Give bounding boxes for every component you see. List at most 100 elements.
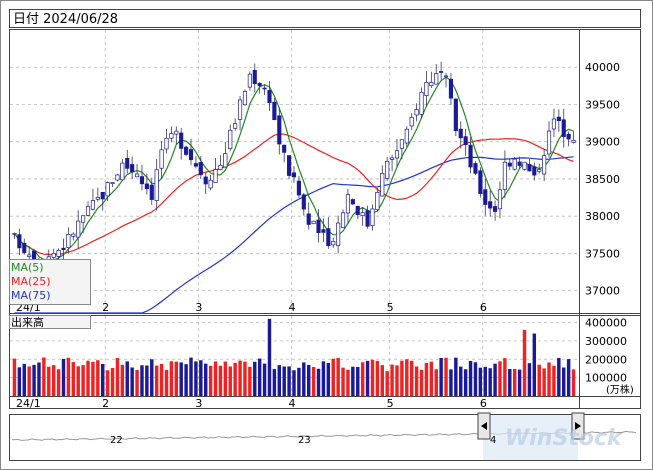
- candle: [527, 158, 532, 172]
- volume-bar: [483, 366, 487, 396]
- candle: [17, 228, 22, 256]
- x-axis-label-volume: 4: [289, 397, 296, 410]
- volume-bar: [346, 369, 350, 396]
- candle-body: [56, 250, 61, 257]
- candle-body: [159, 149, 164, 169]
- candle-body: [218, 164, 223, 170]
- candle-body: [370, 208, 375, 226]
- legend-ma5: MA(5): [11, 261, 44, 274]
- volume-bar: [238, 360, 242, 396]
- volume-bar: [110, 367, 115, 396]
- candle: [311, 220, 316, 225]
- candle-body: [551, 118, 556, 130]
- candle-body: [399, 139, 404, 149]
- x-axis-label-volume: 2: [102, 397, 109, 410]
- candle: [247, 71, 252, 91]
- candle: [468, 136, 473, 174]
- volume-bar: [22, 363, 26, 396]
- candle: [571, 131, 576, 144]
- volume-bar: [341, 367, 345, 396]
- candle: [85, 201, 91, 217]
- candle: [360, 207, 365, 226]
- volume-bar: [115, 358, 120, 396]
- candle-body: [537, 169, 542, 172]
- volume-bar: [297, 367, 301, 396]
- x-axis-label: 4: [289, 301, 296, 314]
- candle: [331, 237, 336, 248]
- legend: MA(5) MA(25) MA(75): [9, 259, 91, 305]
- volume-bar: [473, 362, 478, 396]
- candle: [385, 157, 390, 182]
- candle-body: [394, 150, 400, 159]
- volume-bar: [478, 367, 483, 396]
- candle-body: [375, 192, 380, 210]
- candle: [110, 182, 115, 187]
- candle-body: [262, 87, 267, 90]
- candle-body: [287, 155, 292, 176]
- navigator-left-arrow-icon: [481, 422, 487, 430]
- candle: [424, 71, 429, 107]
- volume-bar: [51, 365, 56, 396]
- candle: [537, 163, 542, 174]
- volume-bar: [233, 362, 237, 396]
- volume-bar: [390, 364, 394, 396]
- volume-bar: [262, 363, 267, 396]
- candle-body: [488, 201, 493, 209]
- volume-bar: [287, 366, 291, 396]
- volume-bar: [498, 361, 502, 396]
- volume-bar: [272, 369, 277, 396]
- candle-body: [130, 164, 135, 173]
- price-tick-label: 37000: [585, 285, 620, 298]
- candle: [542, 148, 547, 182]
- candle-body: [497, 189, 503, 210]
- volume-bar: [326, 363, 331, 396]
- x-axis-label-volume: 3: [195, 397, 202, 410]
- volume-bar: [130, 367, 134, 396]
- candle-body: [331, 241, 336, 246]
- candle: [321, 218, 326, 242]
- candle-body: [257, 82, 262, 87]
- x-axis-label: 6: [480, 301, 487, 314]
- candle: [512, 156, 517, 171]
- price-tick-label: 39000: [585, 136, 620, 149]
- volume-bar: [311, 366, 316, 396]
- volume-bar: [571, 369, 576, 396]
- volume-bar: [449, 369, 453, 396]
- candle-body: [149, 184, 154, 200]
- volume-bar: [468, 361, 473, 396]
- volume-bar: [184, 364, 188, 396]
- volume-bar: [385, 371, 389, 396]
- volume-bar: [508, 369, 512, 396]
- candle: [434, 64, 439, 85]
- volume-bar: [493, 363, 497, 396]
- volume-bar: [76, 366, 80, 396]
- ma25-line: [14, 133, 574, 256]
- candle: [164, 128, 169, 154]
- volume-bar: [204, 363, 208, 396]
- navigator-selection[interactable]: [483, 415, 578, 460]
- candle: [458, 121, 463, 149]
- candle-body: [439, 71, 444, 73]
- candle: [345, 188, 351, 224]
- candle-body: [115, 174, 120, 181]
- candle-body: [507, 162, 512, 167]
- candle: [551, 108, 556, 137]
- volume-bar: [321, 361, 326, 396]
- volume-bar: [105, 370, 110, 396]
- candle-body: [22, 242, 27, 253]
- candle: [61, 238, 66, 261]
- volume-bar: [135, 370, 139, 396]
- volume-bar: [125, 361, 129, 396]
- candle: [257, 82, 262, 94]
- volume-bar: [47, 366, 51, 396]
- candle: [272, 98, 277, 121]
- volume-tick-label: 100000: [585, 372, 627, 385]
- candle: [139, 164, 145, 191]
- x-axis-label-volume: 5: [387, 397, 394, 410]
- candle: [443, 72, 449, 88]
- candle-body: [512, 158, 517, 170]
- volume-bar: [253, 361, 257, 396]
- candle: [12, 232, 17, 239]
- candle-body: [193, 163, 198, 167]
- volume-bar: [405, 359, 409, 396]
